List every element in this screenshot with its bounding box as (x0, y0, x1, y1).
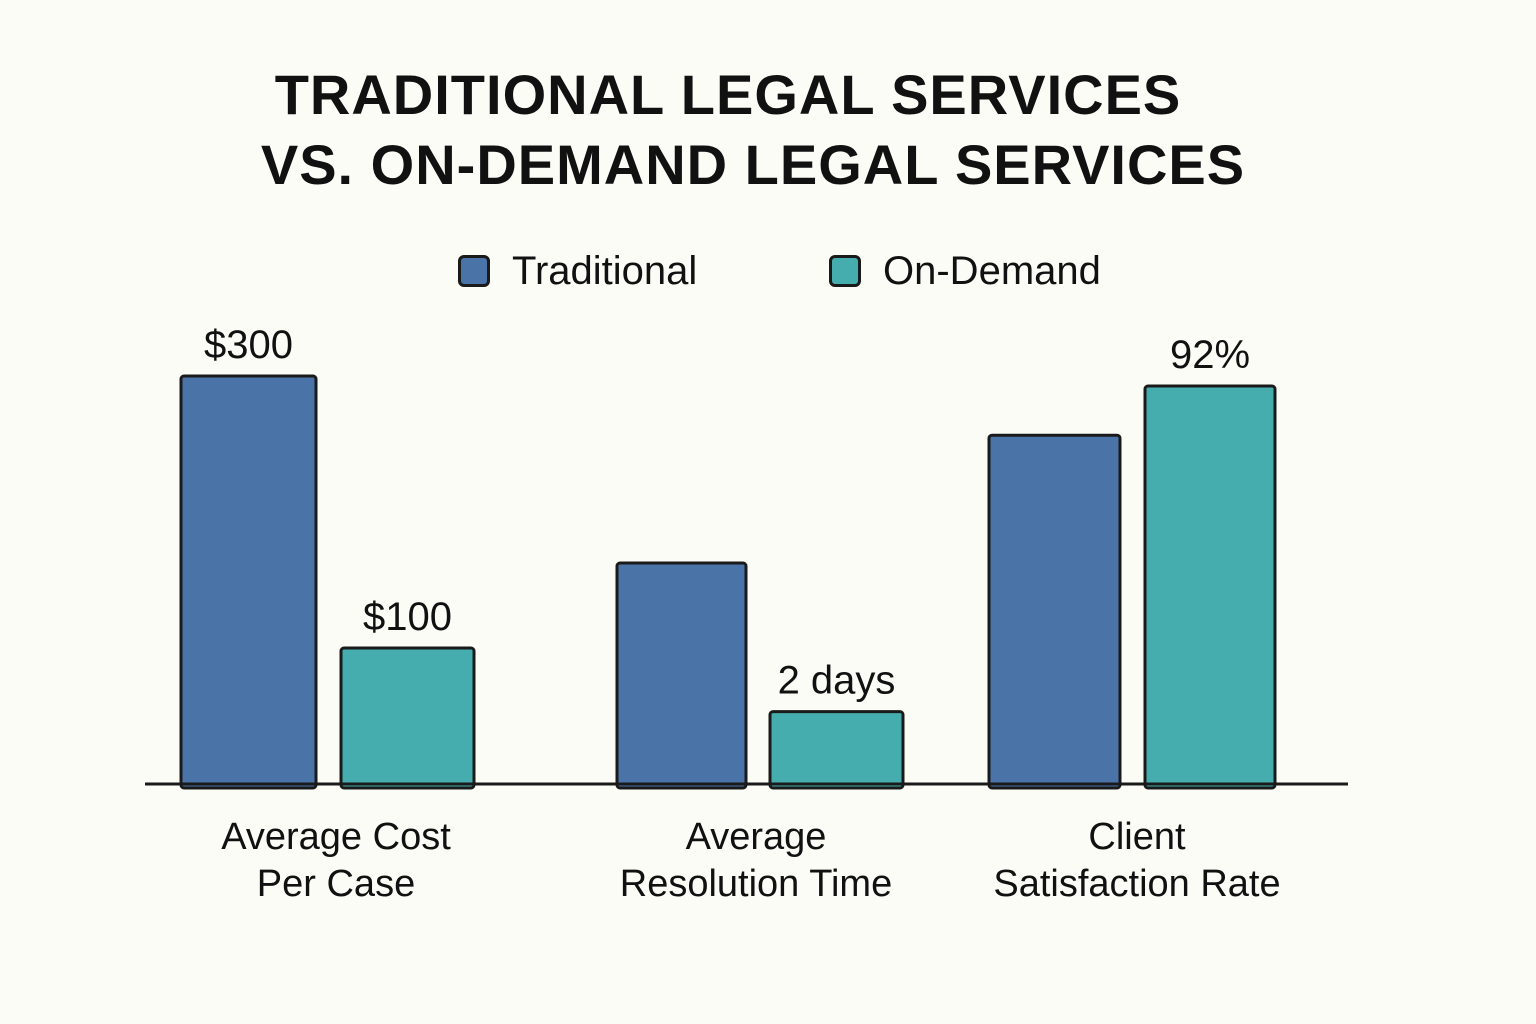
category-label-line: Average (685, 816, 827, 858)
legend-label-traditional: Traditional (512, 249, 698, 293)
data-label-on-demand-resolution-time: 2 days (778, 659, 896, 703)
data-label-traditional-average-cost: $300 (204, 323, 293, 367)
legend-swatch-on-demand (829, 255, 861, 287)
chart-legend: Traditional On-Demand (0, 246, 1536, 296)
chart-title-line-2: VS. ON-DEMAND LEGAL SERVICES (260, 133, 1246, 196)
bar-traditional-satisfaction-rate (987, 433, 1122, 790)
chart-title-line-1: TRADITIONAL LEGAL SERVICES (274, 63, 1182, 126)
category-label-line: Resolution Time (619, 863, 893, 905)
legend-item-traditional: Traditional (458, 246, 697, 296)
legend-swatch-traditional (458, 255, 490, 287)
data-label-on-demand-satisfaction-rate: 92% (1170, 333, 1250, 377)
bar-on-demand-satisfaction-rate (1143, 384, 1277, 790)
bar-traditional-average-cost (179, 374, 318, 790)
legend-item-on-demand: On-Demand (829, 246, 1101, 296)
category-label-average-cost: Average Cost Per Case (126, 814, 546, 908)
legend-label-on-demand: On-Demand (883, 249, 1101, 293)
bar-on-demand-average-cost (339, 646, 476, 790)
bar-traditional-resolution-time (615, 561, 748, 790)
category-label-line: Satisfaction Rate (993, 863, 1281, 905)
chart-title: TRADITIONAL LEGAL SERVICES VS. ON-DEMAND… (0, 60, 1536, 200)
category-label-line: Per Case (256, 863, 416, 905)
category-label-resolution-time: Average Resolution Time (546, 814, 966, 908)
category-label-satisfaction-rate: Client Satisfaction Rate (927, 814, 1347, 908)
category-label-line: Client (1088, 816, 1186, 858)
category-label-line: Average Cost (221, 816, 451, 858)
data-label-on-demand-average-cost: $100 (363, 595, 452, 639)
bar-on-demand-resolution-time (768, 710, 905, 790)
